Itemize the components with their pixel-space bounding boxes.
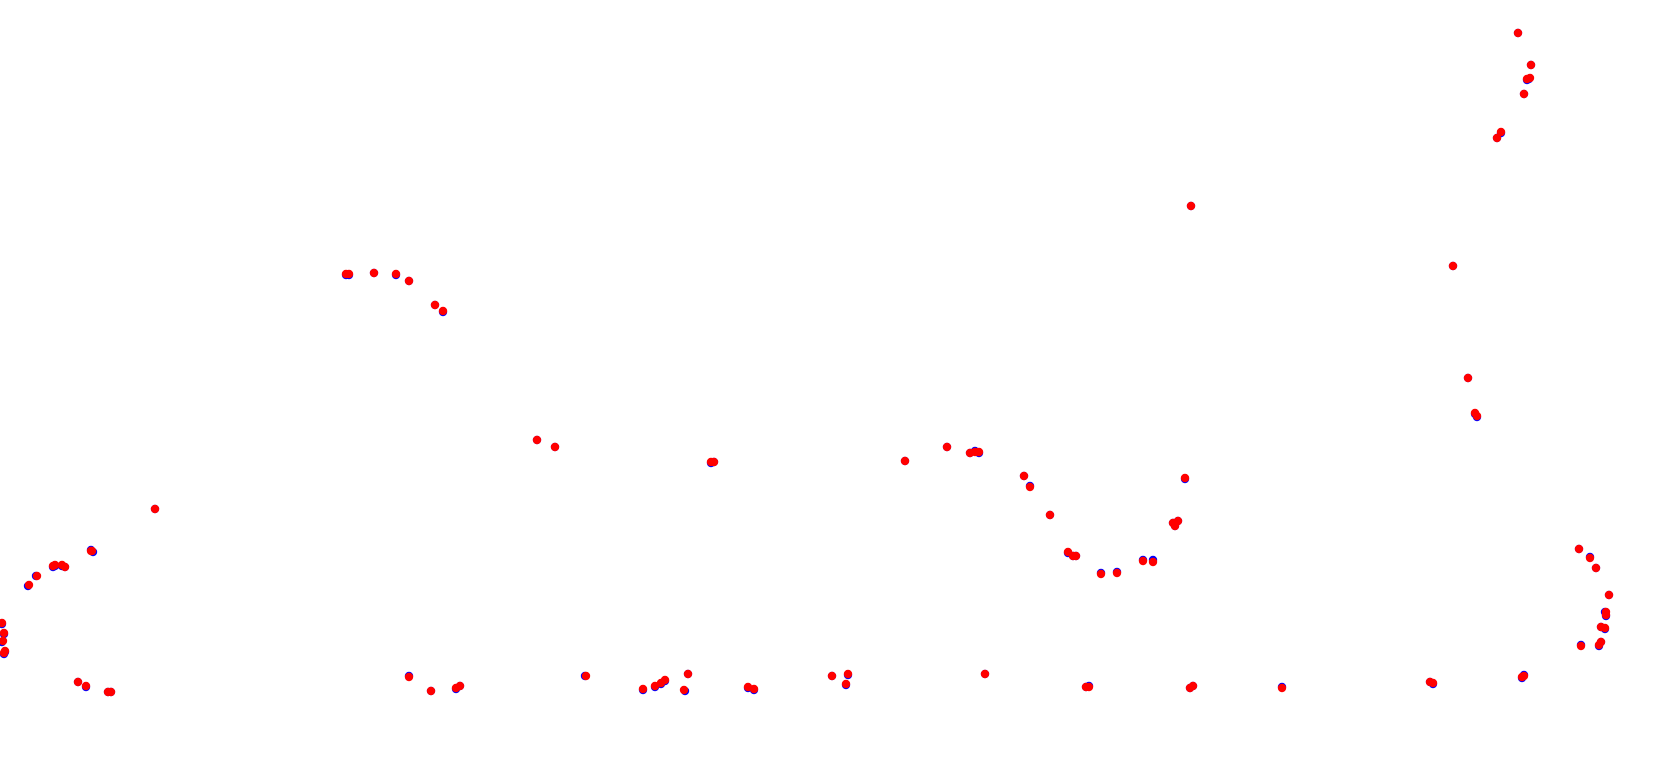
- scatter-point: [683, 669, 693, 679]
- scatter-point: [81, 681, 91, 691]
- scatter-point: [1472, 411, 1482, 421]
- scatter-point: [438, 306, 448, 316]
- scatter-point: [532, 435, 542, 445]
- scatter-point: [550, 442, 560, 452]
- scatter-point: [32, 571, 42, 581]
- scatter-point: [843, 669, 853, 679]
- scatter-point: [827, 671, 837, 681]
- scatter-point: [1186, 201, 1196, 211]
- scatter-point: [900, 456, 910, 466]
- scatter-point: [1519, 671, 1529, 681]
- series-0: [0, 28, 1614, 697]
- scatter-point: [1519, 89, 1529, 99]
- scatter-point: [1463, 373, 1473, 383]
- series-1: [0, 28, 1614, 697]
- series-layer: [0, 28, 1614, 697]
- scatter-point: [1604, 590, 1614, 600]
- scatter-point: [73, 677, 83, 687]
- scatter-point: [1277, 683, 1287, 693]
- scatter-point: [426, 686, 436, 696]
- scatter-point: [1594, 640, 1604, 650]
- scatter-point: [638, 684, 648, 694]
- scatter-point: [24, 580, 34, 590]
- scatter-point: [1585, 553, 1595, 563]
- scatter-point: [344, 269, 354, 279]
- scatter-point: [369, 268, 379, 278]
- scatter-point: [404, 672, 414, 682]
- scatter-point: [0, 636, 8, 646]
- scatter-point: [980, 669, 990, 679]
- scatter-point: [709, 457, 719, 467]
- scatter-point: [1591, 563, 1601, 573]
- scatter-point: [50, 560, 60, 570]
- scatter-point: [974, 447, 984, 457]
- scatter-point: [87, 546, 97, 556]
- scatter-point: [0, 648, 9, 658]
- scatter-point: [581, 671, 591, 681]
- scatter-point: [391, 269, 401, 279]
- scatter-point: [749, 684, 759, 694]
- scatter-point: [106, 687, 116, 697]
- scatter-point: [1025, 482, 1035, 492]
- scatter-point: [1112, 568, 1122, 578]
- scatter-point: [1522, 74, 1532, 84]
- scatter-point: [1173, 516, 1183, 526]
- scatter-point: [1138, 556, 1148, 566]
- scatter-point: [1601, 610, 1611, 620]
- scatter-point: [1148, 557, 1158, 567]
- scatter-point: [1492, 133, 1502, 143]
- scatter-point: [660, 675, 670, 685]
- scatter-point: [1513, 28, 1523, 38]
- scatter-point: [1180, 473, 1190, 483]
- scatter-point: [0, 618, 7, 628]
- scatter-point: [1019, 471, 1029, 481]
- scatter-point: [1428, 678, 1438, 688]
- scatter-point: [1576, 641, 1586, 651]
- scatter-point: [430, 300, 440, 310]
- scatter-point: [60, 562, 70, 572]
- scatter-point: [1071, 551, 1081, 561]
- scatter-point: [1084, 682, 1094, 692]
- scatter-point: [1574, 544, 1584, 554]
- scatter-point: [841, 679, 851, 689]
- scatter-point: [679, 685, 689, 695]
- scatter-point: [1448, 261, 1458, 271]
- scatter-point: [1045, 510, 1055, 520]
- scatter-point: [455, 681, 465, 691]
- scatter-point: [150, 504, 160, 514]
- scatter-point: [942, 442, 952, 452]
- scatter-point: [1496, 127, 1506, 137]
- scatter-point: [0, 628, 9, 638]
- scatter-point: [1188, 681, 1198, 691]
- scatter-point: [404, 276, 414, 286]
- scatter-point: [1096, 569, 1106, 579]
- scatter-point: [1600, 623, 1610, 633]
- scatter-point: [1526, 60, 1536, 70]
